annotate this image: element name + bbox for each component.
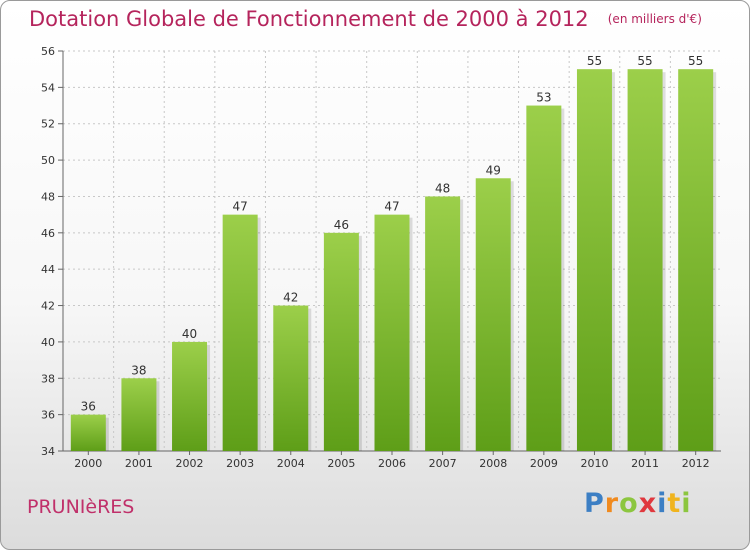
value-label: 53 — [536, 91, 551, 105]
y-tick-label: 36 — [41, 409, 55, 422]
value-label: 55 — [587, 54, 602, 68]
y-tick-label: 44 — [41, 263, 55, 276]
y-tick-label: 56 — [41, 45, 55, 58]
bar-2002 — [172, 341, 208, 451]
y-tick-label: 46 — [41, 227, 55, 240]
y-tick-label: 38 — [41, 372, 55, 385]
y-tick-label: 52 — [41, 118, 55, 131]
value-label: 55 — [688, 54, 703, 68]
bar-2008 — [475, 178, 511, 452]
value-label: 38 — [131, 363, 146, 377]
value-label: 36 — [81, 400, 96, 414]
x-tick-label: 2008 — [479, 457, 507, 470]
y-tick-label: 54 — [41, 81, 55, 94]
value-label: 40 — [182, 327, 197, 341]
x-tick-label: 2002 — [176, 457, 204, 470]
bar-2003 — [222, 214, 258, 451]
proxiti-logo[interactable]: Proxiti — [584, 488, 692, 519]
bars — [70, 69, 717, 452]
bar-2011 — [627, 69, 663, 451]
x-tick-label: 2005 — [327, 457, 355, 470]
y-tick-label: 42 — [41, 300, 55, 313]
x-tick-label: 2003 — [226, 457, 254, 470]
bar-2012 — [678, 69, 714, 451]
bar-2000 — [70, 414, 106, 451]
chart-subtitle: (en milliers d'€) — [607, 12, 702, 26]
bar-2010 — [576, 69, 612, 451]
value-label: 48 — [435, 181, 450, 195]
bar-2007 — [425, 196, 461, 451]
bar-2006 — [374, 214, 410, 451]
x-tick-label: 2010 — [580, 457, 608, 470]
x-tick-label: 2001 — [125, 457, 153, 470]
x-tick-label: 2000 — [74, 457, 102, 470]
title-row: Dotation Globale de Fonctionnement de 20… — [29, 7, 702, 31]
bar-2005 — [323, 232, 359, 451]
y-tick-label: 34 — [41, 445, 55, 458]
commune-name: PRUNIèRES — [27, 496, 135, 518]
value-label: 47 — [233, 200, 248, 214]
labels: 36 38 40 47 42 46 47 48 49 53 55 55 55 — [81, 54, 704, 413]
value-label: 55 — [637, 54, 652, 68]
y-tick-label: 40 — [41, 336, 55, 349]
value-label: 42 — [283, 291, 298, 305]
grid-lines — [63, 50, 721, 452]
x-tick-label: 2004 — [277, 457, 305, 470]
x-tick-label: 2007 — [429, 457, 457, 470]
x-tick-label: 2012 — [682, 457, 710, 470]
bar-2001 — [121, 378, 157, 451]
x-tick-label: 2011 — [631, 457, 659, 470]
x-tick-label: 2009 — [530, 457, 558, 470]
y-tick-label: 50 — [41, 154, 55, 167]
bar-2009 — [526, 105, 562, 451]
value-label: 47 — [384, 200, 399, 214]
bar-2004 — [273, 305, 309, 451]
value-label: 46 — [334, 218, 349, 232]
value-label: 49 — [486, 163, 501, 177]
chart-title: Dotation Globale de Fonctionnement de 20… — [29, 7, 589, 31]
y-tick-label: 48 — [41, 190, 55, 203]
x-tick-label: 2006 — [378, 457, 406, 470]
